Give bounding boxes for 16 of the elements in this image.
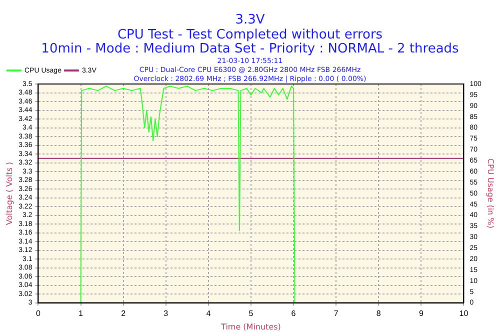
x-tick-label: 0 [36, 308, 41, 318]
y-axis-title: Voltage ( Volts ) [4, 162, 14, 225]
chart-title: 3.3V [235, 12, 265, 28]
x-tick-label: 4 [206, 308, 212, 318]
x-tick-label: 7 [334, 308, 339, 318]
x-tick-label: 6 [291, 308, 296, 318]
x-tick-label: 9 [418, 308, 424, 318]
x-tick-label: 1 [78, 308, 84, 318]
x-tick-label: 3 [164, 308, 169, 318]
x-tick-label: 5 [248, 308, 254, 318]
x-tick-label: 2 [121, 308, 126, 318]
x-axis-title: Time (Minutes) [220, 322, 281, 332]
x-tick-label: 8 [376, 308, 382, 318]
x-tick-label: 10 [459, 308, 469, 318]
chart-subtitle: CPU Test - Test Completed without errors 10min - Mode : Medium Data Set - Priority : NORMAL - 2 threads [41, 27, 460, 56]
y2-axis-title: CPU Usage (in %) [486, 158, 496, 228]
